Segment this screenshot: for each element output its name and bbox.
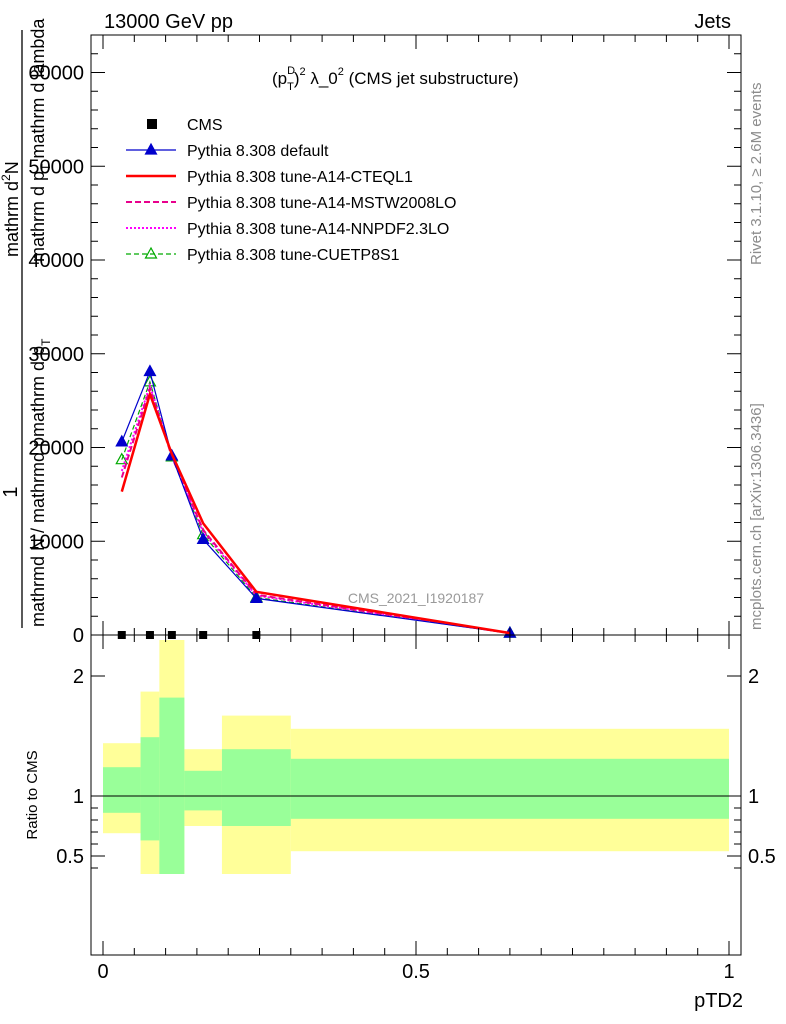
ratio-ytick-label-right-0: 0.5 (748, 846, 776, 868)
watermark: CMS_2021_I1920187 (348, 590, 484, 606)
ratio-ytick-label-left-0: 0.5 (56, 846, 84, 868)
series-line-3 (120, 385, 511, 635)
mcplots-label: mcplots.cern.ch [arXiv:1306.3436] (748, 403, 765, 630)
ylabel-numerator: mathrm d2N (0, 161, 22, 257)
ratio-y-label: Ratio to CMS (24, 750, 41, 839)
legend-label-1: Pythia 8.308 default (187, 143, 329, 160)
ylabel-num-d: mathrm d lambda (28, 18, 48, 164)
legend-label-0: CMS (187, 117, 223, 134)
legend-label-4: Pythia 8.308 tune-A14-NNPDF2.3LO (187, 221, 449, 238)
title-p: (p (272, 69, 287, 88)
ylabel-num-c-sub: T (39, 163, 53, 171)
ylabel-denominator: mathrmd N / mathrmd pmathrm d pT (28, 338, 53, 627)
ylabel-numerator-2: mathrm d pT mathrm d lambda (28, 18, 53, 262)
title-sup-2: 2 (299, 66, 305, 78)
title-sup-2b: 2 (338, 66, 344, 78)
chart-title: (pD T)2 λ_02 (CMS jet substructure) (272, 65, 519, 93)
title-close: ) (294, 69, 300, 88)
legend-label-2: Pythia 8.308 tune-A14-CTEQL1 (187, 169, 413, 186)
title-sup-d: D (287, 65, 295, 77)
series-5-point-0 (115, 452, 129, 465)
legend-marker-0 (147, 119, 157, 129)
series-line-1 (121, 369, 510, 634)
ratio-xtick-label-2: 1 (723, 961, 734, 983)
x-axis-label: pTD2 (694, 990, 743, 1012)
ratio-xtick-label-1: 0.5 (402, 961, 430, 983)
legend-label-5: Pythia 8.308 tune-CUETP8S1 (187, 247, 400, 264)
header-left: 13000 GeV pp (104, 11, 233, 33)
ratio-inner-band-4 (221, 749, 291, 826)
ratio-inner-band-2 (159, 697, 185, 874)
legend-marker-5 (144, 246, 158, 259)
legend-marker-1 (144, 142, 158, 155)
main-ytick-label-1: 10000 (28, 531, 84, 553)
title-lambda: λ_0 (306, 69, 338, 88)
ylabel-num-a: mathrm d (2, 181, 22, 257)
ratio-inner-band-1 (140, 737, 160, 841)
y-axis-label: 1 mathrmd N / mathrmd pmathrm d pT mathr… (0, 18, 53, 628)
ratio-ytick-label-right-2: 2 (748, 666, 759, 688)
main-ytick-label-4: 40000 (28, 250, 84, 272)
legend-label-3: Pythia 8.308 tune-A14-MSTW2008LO (187, 195, 456, 212)
legend: CMS Pythia 8.308 default Pythia 8.308 tune… (126, 117, 456, 264)
ratio-ytick-label-left-1: 1 (73, 786, 84, 808)
title-sub-t: T (287, 81, 294, 93)
series-1-point-4 (249, 591, 263, 604)
main-ytick-label-0: 0 (73, 625, 84, 647)
ylabel-num-b: N (2, 161, 22, 174)
ratio-inner-band-5 (290, 758, 729, 819)
series-line-2 (120, 390, 511, 635)
series-1-point-0 (115, 434, 129, 447)
ylabel-den-sub: T (39, 338, 53, 346)
ratio-inner-band-3 (184, 770, 222, 811)
ylabel-den-main: mathrmd N / mathrmd pmathrm d p (28, 346, 48, 627)
ratio-ytick-label-right-1: 1 (748, 786, 759, 808)
rivet-label: Rivet 3.1.10, ≥ 2.6M events (748, 83, 765, 266)
main-ytick-label-2: 20000 (28, 438, 84, 460)
ratio-xtick-label-0: 0 (97, 961, 108, 983)
main-ytick-label-6: 60000 (28, 63, 84, 85)
ticks-layer: 0 10000 20000 30000 40000 50000 60000 0 0.5 1 0.5 0… (28, 34, 776, 983)
ratio-inner-band-0 (103, 767, 141, 813)
title-rest: (CMS jet substructure) (344, 69, 519, 88)
ylabel-num-c: mathrm d p (28, 171, 48, 262)
main-ytick-label-3: 30000 (28, 344, 84, 366)
main-ytick-label-5: 50000 (28, 156, 84, 178)
ylabel-num-sup: 2 (0, 174, 13, 181)
series-1-point-3 (196, 532, 210, 544)
series-1-point-1 (143, 364, 157, 377)
header-right: Jets (694, 11, 731, 33)
ratio-ytick-label-left-2: 2 (73, 666, 84, 688)
ylabel-one: 1 (0, 486, 22, 497)
bands-layer (103, 640, 729, 874)
series-line-4 (120, 382, 511, 635)
